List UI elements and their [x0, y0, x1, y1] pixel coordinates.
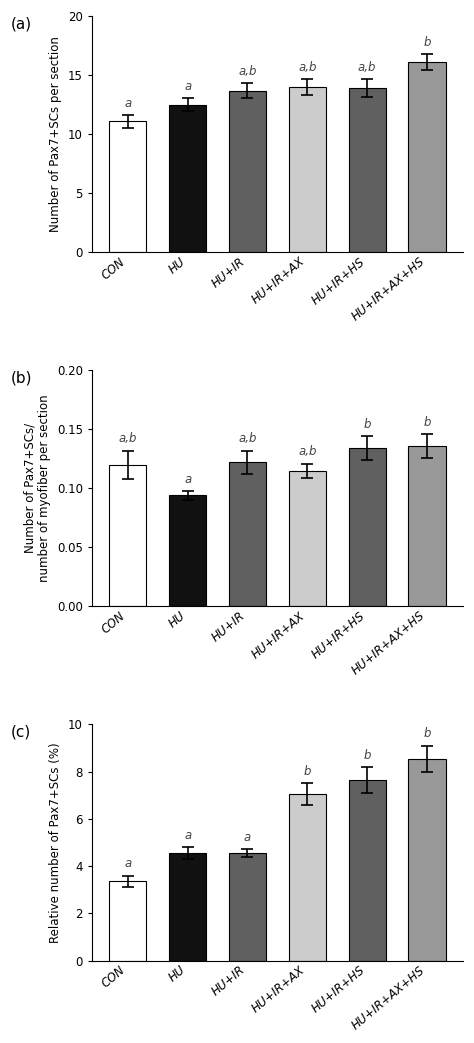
Bar — [169, 853, 206, 961]
Bar — [289, 794, 326, 961]
Text: (b): (b) — [10, 370, 32, 385]
Bar — [289, 470, 326, 606]
Text: b: b — [423, 416, 431, 429]
Bar — [409, 445, 446, 606]
Text: (c): (c) — [10, 725, 30, 739]
Text: b: b — [423, 727, 431, 741]
Y-axis label: Number of Pax7+SCs per section: Number of Pax7+SCs per section — [49, 37, 63, 233]
Text: a,b: a,b — [298, 60, 317, 73]
Text: a: a — [244, 830, 251, 844]
Text: b: b — [423, 35, 431, 49]
Text: b: b — [303, 766, 311, 778]
Text: (a): (a) — [10, 16, 31, 31]
Text: a,b: a,b — [238, 66, 257, 78]
Text: a: a — [124, 857, 131, 870]
Bar — [169, 104, 206, 252]
Text: a,b: a,b — [238, 433, 257, 445]
Bar — [109, 881, 146, 961]
Bar — [409, 63, 446, 252]
Bar — [169, 495, 206, 606]
Text: a,b: a,b — [298, 445, 317, 458]
Text: b: b — [364, 749, 371, 761]
Y-axis label: Number of Pax7+SCs/
number of myofiber per section: Number of Pax7+SCs/ number of myofiber p… — [23, 394, 51, 582]
Bar — [229, 462, 266, 606]
Text: a,b: a,b — [118, 433, 137, 445]
Text: b: b — [364, 418, 371, 431]
Text: a: a — [184, 472, 191, 485]
Bar — [348, 448, 386, 606]
Bar — [348, 89, 386, 252]
Bar — [229, 853, 266, 961]
Bar — [409, 758, 446, 961]
Bar — [109, 465, 146, 606]
Text: a: a — [184, 80, 191, 93]
Bar — [289, 87, 326, 252]
Text: a: a — [184, 829, 191, 842]
Text: a: a — [124, 97, 131, 110]
Bar — [229, 91, 266, 252]
Text: a,b: a,b — [358, 62, 376, 74]
Bar — [109, 121, 146, 252]
Bar — [348, 780, 386, 961]
Y-axis label: Relative number of Pax7+SCs (%): Relative number of Pax7+SCs (%) — [49, 743, 63, 943]
